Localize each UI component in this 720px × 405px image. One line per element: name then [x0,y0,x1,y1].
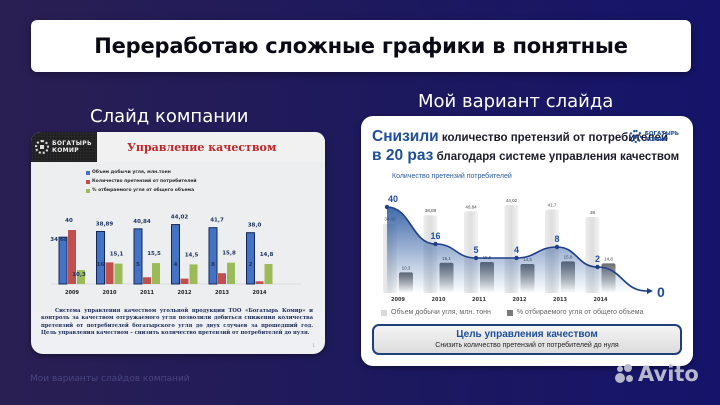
gear-icon [35,140,49,154]
svg-text:2014: 2014 [253,290,267,296]
svg-text:2014: 2014 [594,297,608,303]
svg-text:40: 40 [65,218,73,224]
svg-text:15,1: 15,1 [110,252,124,258]
svg-text:Количество претензий потребите: Количество претензий потребителей [392,172,512,180]
redesigned-slide: Количество претензий потребителей34,6810… [361,116,693,366]
svg-text:4: 4 [514,245,519,255]
svg-text:5: 5 [136,262,140,268]
goal-title: Цель управления качеством [456,329,598,340]
svg-text:2013: 2013 [215,290,229,296]
svg-text:2011: 2011 [140,290,154,296]
label-company-slide: Слайд компании [90,106,249,127]
avito-watermark: Avito [614,362,699,386]
legend-item: Объем добычи угля, млн.тонн [86,168,197,177]
svg-text:4: 4 [174,262,178,268]
svg-text:40,84: 40,84 [133,219,151,225]
svg-text:38,89: 38,89 [96,221,114,227]
svg-text:10,3: 10,3 [72,272,86,278]
svg-text:2009: 2009 [65,290,79,296]
svg-text:14,8: 14,8 [260,252,274,258]
svg-text:2: 2 [249,262,253,268]
company-logo: БОГАТЫРЬ КОМИР [31,132,97,162]
avito-wordmark: Avito [638,362,699,386]
legend-item: Объем добычи угля, млн. тонн [381,309,491,316]
chart-legend: Объем добычи угля, млн. тонн % отбираемо… [381,309,643,316]
legend-item: % отбираемого угля от общего объема [86,186,197,195]
svg-text:44,02: 44,02 [171,215,189,221]
slide-headline: Снизили количество претензий от потребит… [372,128,680,164]
page-number: 1 [312,343,315,348]
svg-text:2012: 2012 [178,290,192,296]
page-title: Переработаю сложные графики в понятные [94,34,628,58]
logo-text-1: БОГАТЫРЬ [52,140,92,147]
svg-text:40: 40 [388,194,398,204]
svg-text:38,0: 38,0 [248,223,262,229]
chart-area: 2009 34,68 40 10,3 2010 38,89 16 15,1 2011 40,84 5… [31,162,325,312]
svg-text:38: 38 [590,210,596,215]
svg-text:38,89: 38,89 [425,208,437,213]
svg-text:41,7: 41,7 [210,218,224,224]
svg-text:2009: 2009 [391,297,405,303]
legend-item: % отбираемого угля от общего объема [506,309,643,316]
svg-text:8: 8 [554,234,559,244]
bar-line-chart: Количество претензий потребителей34,6810… [383,172,665,303]
svg-text:2011: 2011 [472,297,486,303]
svg-text:15,5: 15,5 [147,251,161,257]
svg-text:40,84: 40,84 [465,204,477,209]
goal-box: Цель управления качеством Снизить количе… [372,324,682,355]
company-slide: БОГАТЫРЬ КОМИР Управление качеством 2009 3… [31,132,325,354]
svg-text:16: 16 [97,262,105,268]
gear-icon [628,130,642,143]
logo-text-2: КОМИР [52,147,79,154]
label-my-slide: Мой вариант слайда [418,91,614,112]
goal-subtitle: Снизить количество претензий от потребит… [435,342,619,349]
svg-text:14,8: 14,8 [604,256,613,261]
svg-text:44,02: 44,02 [506,198,518,203]
svg-text:34,68: 34,68 [50,237,68,243]
svg-text:16: 16 [430,231,440,241]
svg-text:2013: 2013 [553,297,567,303]
svg-text:2: 2 [595,254,600,264]
slide-header: БОГАТЫРЬ КОМИР Управление качеством [31,132,325,162]
slide-description: Система управления качеством угольной пр… [41,308,313,336]
svg-text:2012: 2012 [513,297,527,303]
svg-text:5: 5 [473,245,478,255]
svg-text:2010: 2010 [103,290,117,296]
chart-legend: Объем добычи угля, млн.тонн Количество п… [86,168,197,195]
svg-text:8: 8 [211,262,215,268]
svg-text:15,8: 15,8 [222,251,236,257]
svg-text:41,7: 41,7 [548,203,557,208]
clustered-bar-chart: 2009 34,68 40 10,3 2010 38,89 16 15,1 2011 40,84 5… [50,215,301,296]
legend-item: Количество претензий от потребителей [86,177,197,186]
header-banner: Переработаю сложные графики в понятные [31,20,691,72]
svg-text:14,5: 14,5 [185,252,199,258]
company-logo: БОГАТЫРЬ КОМИР [628,130,679,143]
svg-text:0: 0 [657,284,665,300]
svg-text:2010: 2010 [432,297,446,303]
slide-title: Управление качеством [127,140,277,154]
footer-caption: Мои варианты слайдов компаний [30,374,190,384]
avito-logo-icon [614,363,636,385]
